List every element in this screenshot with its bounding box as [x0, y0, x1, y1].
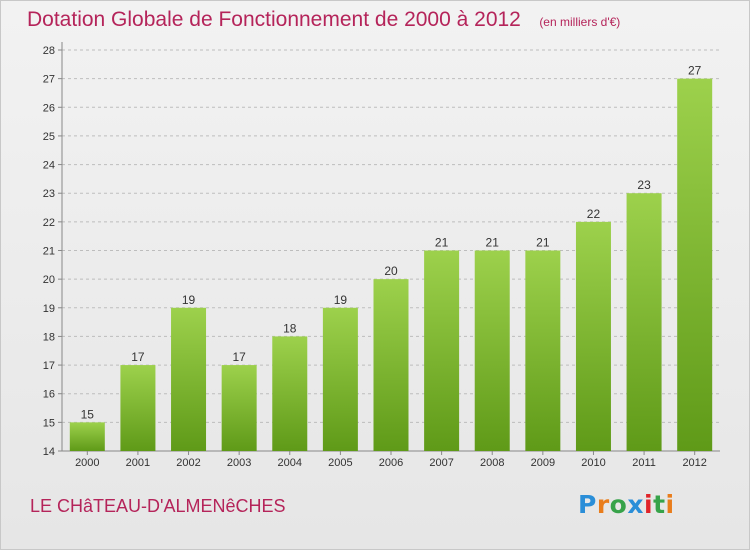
y-tick-label: 16: [43, 389, 55, 401]
bar: [575, 221, 611, 451]
proxiti-logo: Proxiti: [578, 490, 675, 519]
logo-letter: i: [665, 490, 675, 519]
x-tick-label: 2012: [682, 457, 706, 469]
logo-letter: P: [578, 490, 597, 519]
bar: [272, 336, 308, 451]
x-tick-label: 2006: [379, 457, 403, 469]
bar: [171, 307, 207, 451]
bar-value-label: 23: [637, 178, 651, 192]
y-tick-label: 26: [43, 102, 55, 114]
axis-layer: 14 15 16 17 18 19 20 21 22 23 24 25 26 27 28 2000 2001 20…: [43, 42, 720, 469]
title-row: Dotation Globale de Fonctionnement de 20…: [27, 8, 620, 32]
y-tick-label: 23: [43, 188, 55, 200]
bar: [120, 365, 156, 451]
y-tick-label: 22: [43, 217, 55, 229]
y-tick-label: 28: [43, 45, 55, 57]
logo-letter: o: [609, 490, 628, 519]
logo-letter: r: [596, 490, 610, 519]
x-tick-label: 2011: [632, 457, 656, 469]
bar-value-label: 21: [486, 236, 500, 250]
bar-value-label: 17: [232, 350, 246, 364]
y-tick-label: 17: [43, 360, 55, 372]
logo-letter: i: [644, 490, 654, 519]
bar: [474, 250, 510, 451]
bar-value-label: 22: [587, 207, 601, 221]
y-tick-label: 20: [43, 274, 55, 286]
bar: [525, 250, 561, 451]
bar-layer: [69, 78, 713, 452]
logo-letter: x: [627, 490, 644, 519]
y-tick-label: 15: [43, 417, 55, 429]
x-tick-label: 2008: [480, 457, 504, 469]
bar-value-label: 17: [131, 350, 145, 364]
x-tick-label: 2003: [227, 457, 251, 469]
label-layer: 15 17 19 17 18 19 20 21 21 21 22 23 27: [81, 64, 702, 422]
y-tick-label: 18: [43, 331, 55, 343]
bar-value-label: 19: [334, 293, 348, 307]
bar-value-label: 15: [81, 407, 95, 421]
y-tick-label: 19: [43, 303, 55, 315]
x-tick-label: 2005: [328, 457, 352, 469]
bar: [626, 193, 662, 451]
chart-title: Dotation Globale de Fonctionnement de 20…: [27, 8, 521, 31]
bar: [322, 307, 358, 451]
bar-value-label: 19: [182, 293, 196, 307]
bar-value-label: 21: [435, 236, 449, 250]
bar-value-label: 27: [688, 64, 702, 78]
x-tick-label: 2000: [75, 457, 99, 469]
y-tick-label: 21: [43, 246, 55, 258]
bar: [677, 78, 713, 452]
x-tick-label: 2010: [581, 457, 605, 469]
commune-name: LE CHâTEAU-D'ALMENêCHES: [30, 496, 286, 516]
x-tick-label: 2001: [126, 457, 150, 469]
bar: [373, 279, 409, 451]
bar-value-label: 18: [283, 321, 297, 335]
bar-value-label: 20: [384, 264, 398, 278]
bar-value-label: 21: [536, 236, 550, 250]
chart-unit: (en milliers d'€): [539, 15, 621, 29]
y-tick-label: 25: [43, 131, 55, 143]
x-tick-label: 2009: [531, 457, 555, 469]
logo-letter: t: [653, 490, 666, 519]
y-tick-label: 27: [43, 74, 55, 86]
bar: [221, 365, 257, 451]
y-tick-label: 14: [43, 446, 55, 458]
bar: [424, 250, 460, 451]
x-tick-label: 2004: [278, 457, 302, 469]
y-tick-label: 24: [43, 160, 55, 172]
x-tick-label: 2007: [429, 457, 453, 469]
x-tick-label: 2002: [176, 457, 200, 469]
bar: [69, 422, 105, 451]
